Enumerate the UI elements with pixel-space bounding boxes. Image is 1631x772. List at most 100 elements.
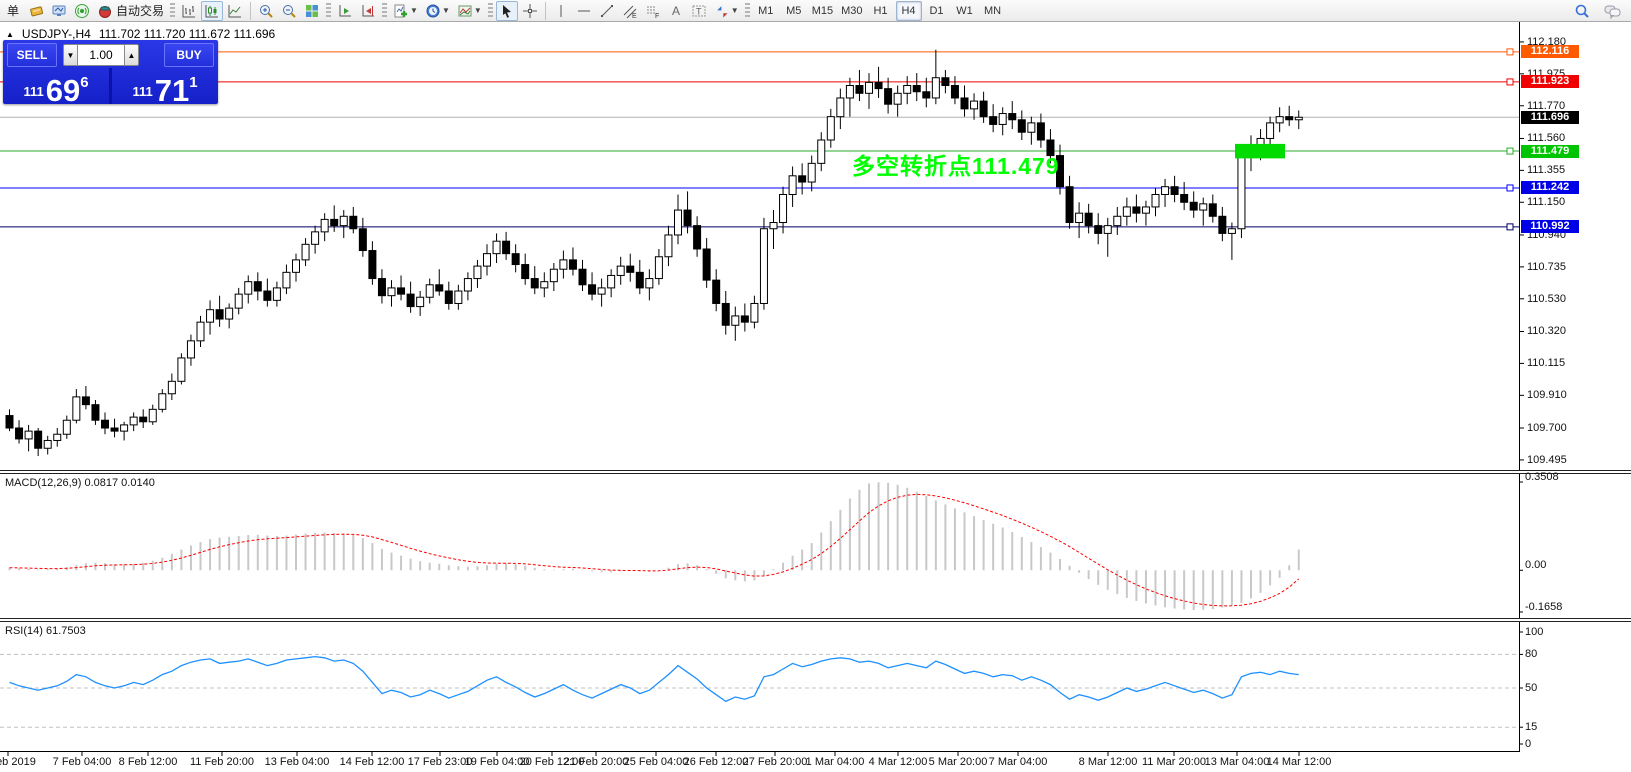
time-axis-label: 5 Mar 20:00: [928, 756, 988, 768]
cursor-icon: [499, 3, 515, 19]
profiles-button[interactable]: [25, 1, 47, 21]
toolbar-grip[interactable]: [326, 2, 332, 19]
time-axis-label: 1 Mar 04:00: [805, 756, 865, 768]
timeframe-button-m15[interactable]: M15: [811, 4, 834, 17]
svg-text:F: F: [655, 13, 659, 19]
timeframe-button-m5[interactable]: M5: [786, 4, 802, 17]
sell-price-display[interactable]: 111 69 6: [3, 68, 109, 106]
buy-price-prefix: 111: [132, 84, 153, 99]
toolbar-grip[interactable]: [487, 2, 493, 19]
fibonacci-icon: F: [645, 3, 661, 19]
toolbar-grip[interactable]: [744, 2, 750, 19]
time-axis-label: 26 Feb 12:00: [683, 756, 749, 768]
volume-decrease-button[interactable]: ▼: [63, 44, 78, 66]
tile-windows-icon: [304, 3, 320, 19]
equidistant-channel-button[interactable]: E: [619, 1, 641, 21]
timeframe-button-d1[interactable]: D1: [929, 4, 944, 17]
time-axis-label: 20 Feb 12:00: [519, 756, 585, 768]
text-button[interactable]: A: [665, 1, 687, 21]
rsi-pane-separator[interactable]: [0, 618, 1631, 622]
volume-increase-button[interactable]: ▲: [124, 44, 139, 66]
time-axis-label: 13 Mar 04:00: [1204, 756, 1270, 768]
time-axis-label: 11 Feb 20:00: [189, 756, 255, 768]
time-axis-label: 4 Mar 12:00: [868, 756, 928, 768]
trendline-button[interactable]: [596, 1, 618, 21]
zoom-out-button[interactable]: [278, 1, 300, 21]
sell-button[interactable]: SELL: [7, 43, 57, 67]
toolbar-right-group: [1571, 1, 1625, 21]
tile-windows-button[interactable]: [301, 1, 323, 21]
price-level-tag[interactable]: 111.923: [1521, 75, 1579, 89]
timeframe-button-m1[interactable]: M1: [758, 4, 774, 17]
clock-icon: [425, 3, 441, 19]
price-level-tag[interactable]: 111.479: [1521, 144, 1579, 158]
price-tick-label: 109.495: [1527, 453, 1567, 466]
volume-input[interactable]: [78, 44, 124, 66]
bar-chart-button[interactable]: [178, 1, 200, 21]
candlestick-chart-button[interactable]: [201, 0, 224, 21]
text-label-icon: T: [691, 3, 707, 19]
timeframe-button-h1[interactable]: H1: [873, 4, 888, 17]
pivot-annotation-text[interactable]: 多空转折点111.479: [852, 153, 1060, 179]
signals-button[interactable]: [71, 1, 93, 21]
arrows-icon: [714, 3, 730, 19]
timeframe-toolbar: M1 M5 M15 M30 H1 H4 D1 W1 MN: [753, 0, 1006, 21]
price-level-tag[interactable]: 112.116: [1521, 45, 1579, 59]
auto-scroll-icon: [337, 3, 353, 19]
chart-shift-button[interactable]: [357, 1, 379, 21]
buy-price-display[interactable]: 111 71 1: [112, 68, 218, 108]
macd-pane-separator[interactable]: [0, 470, 1631, 474]
crosshair-button[interactable]: [519, 1, 541, 21]
timeframe-button-mn[interactable]: MN: [983, 4, 1002, 17]
svg-text:E: E: [632, 13, 637, 19]
buy-button[interactable]: BUY: [164, 43, 214, 67]
new-order-button[interactable]: 单: [2, 1, 24, 21]
chart-expand-icon[interactable]: ▲: [6, 29, 14, 39]
templates-caret-icon: ▼: [473, 6, 482, 15]
macd-tick-label: 0.00: [1525, 559, 1547, 572]
macd-tick-label: 0.3508: [1525, 471, 1559, 483]
trade-widget-divider: [109, 68, 112, 104]
price-tick-label: 110.320: [1527, 325, 1566, 338]
search-button[interactable]: [1571, 1, 1593, 21]
trendline-icon: [599, 3, 615, 19]
indicators-button[interactable]: ▼: [390, 1, 421, 21]
price-tick-label: 110.115: [1527, 357, 1566, 370]
autotrading-button[interactable]: 自动交易: [94, 1, 167, 21]
macd-tick-label: -0.1658: [1525, 600, 1563, 613]
line-chart-button[interactable]: [224, 1, 246, 21]
main-toolbar: 单 自动交易: [0, 0, 1631, 22]
cursor-button[interactable]: [495, 0, 518, 21]
toolbar-grip[interactable]: [382, 2, 388, 19]
auto-scroll-button[interactable]: [334, 1, 356, 21]
horizontal-line-button[interactable]: [573, 1, 595, 21]
fibonacci-button[interactable]: F: [642, 1, 664, 21]
arrows-button[interactable]: ▼: [711, 1, 742, 21]
buy-button-label: BUY: [176, 48, 202, 62]
buy-price-big: 71: [154, 73, 190, 108]
svg-text:A: A: [672, 4, 680, 18]
timeframe-button-h4[interactable]: H4: [895, 0, 922, 21]
vertical-line-button[interactable]: [550, 1, 572, 21]
price-level-tag[interactable]: 110.992: [1521, 220, 1579, 234]
time-axis-label: 17 Feb 23:00: [407, 756, 473, 768]
timeframe-button-w1[interactable]: W1: [956, 4, 973, 17]
time-axis-label: 27 Feb 20:00: [742, 756, 808, 768]
svg-text:T: T: [696, 6, 702, 16]
time-axis-label: 19 Feb 04:00: [464, 756, 530, 768]
toolbar-grip[interactable]: [170, 2, 176, 19]
templates-button[interactable]: ▼: [454, 1, 485, 21]
price-tick-label: 111.560: [1527, 132, 1566, 145]
chat-button[interactable]: [1601, 1, 1625, 21]
market-watch-button[interactable]: [48, 1, 70, 21]
timeframe-button-m30[interactable]: M30: [841, 4, 863, 17]
zoom-in-button[interactable]: [255, 1, 277, 21]
autotrading-icon: [97, 3, 113, 19]
template-icon: [457, 3, 473, 19]
text-label-button[interactable]: T: [688, 1, 710, 21]
periods-button[interactable]: ▼: [422, 1, 453, 21]
chart-shift-icon: [360, 3, 376, 19]
sell-price-prefix: 111: [23, 84, 44, 99]
price-level-tag[interactable]: 111.242: [1521, 181, 1579, 195]
